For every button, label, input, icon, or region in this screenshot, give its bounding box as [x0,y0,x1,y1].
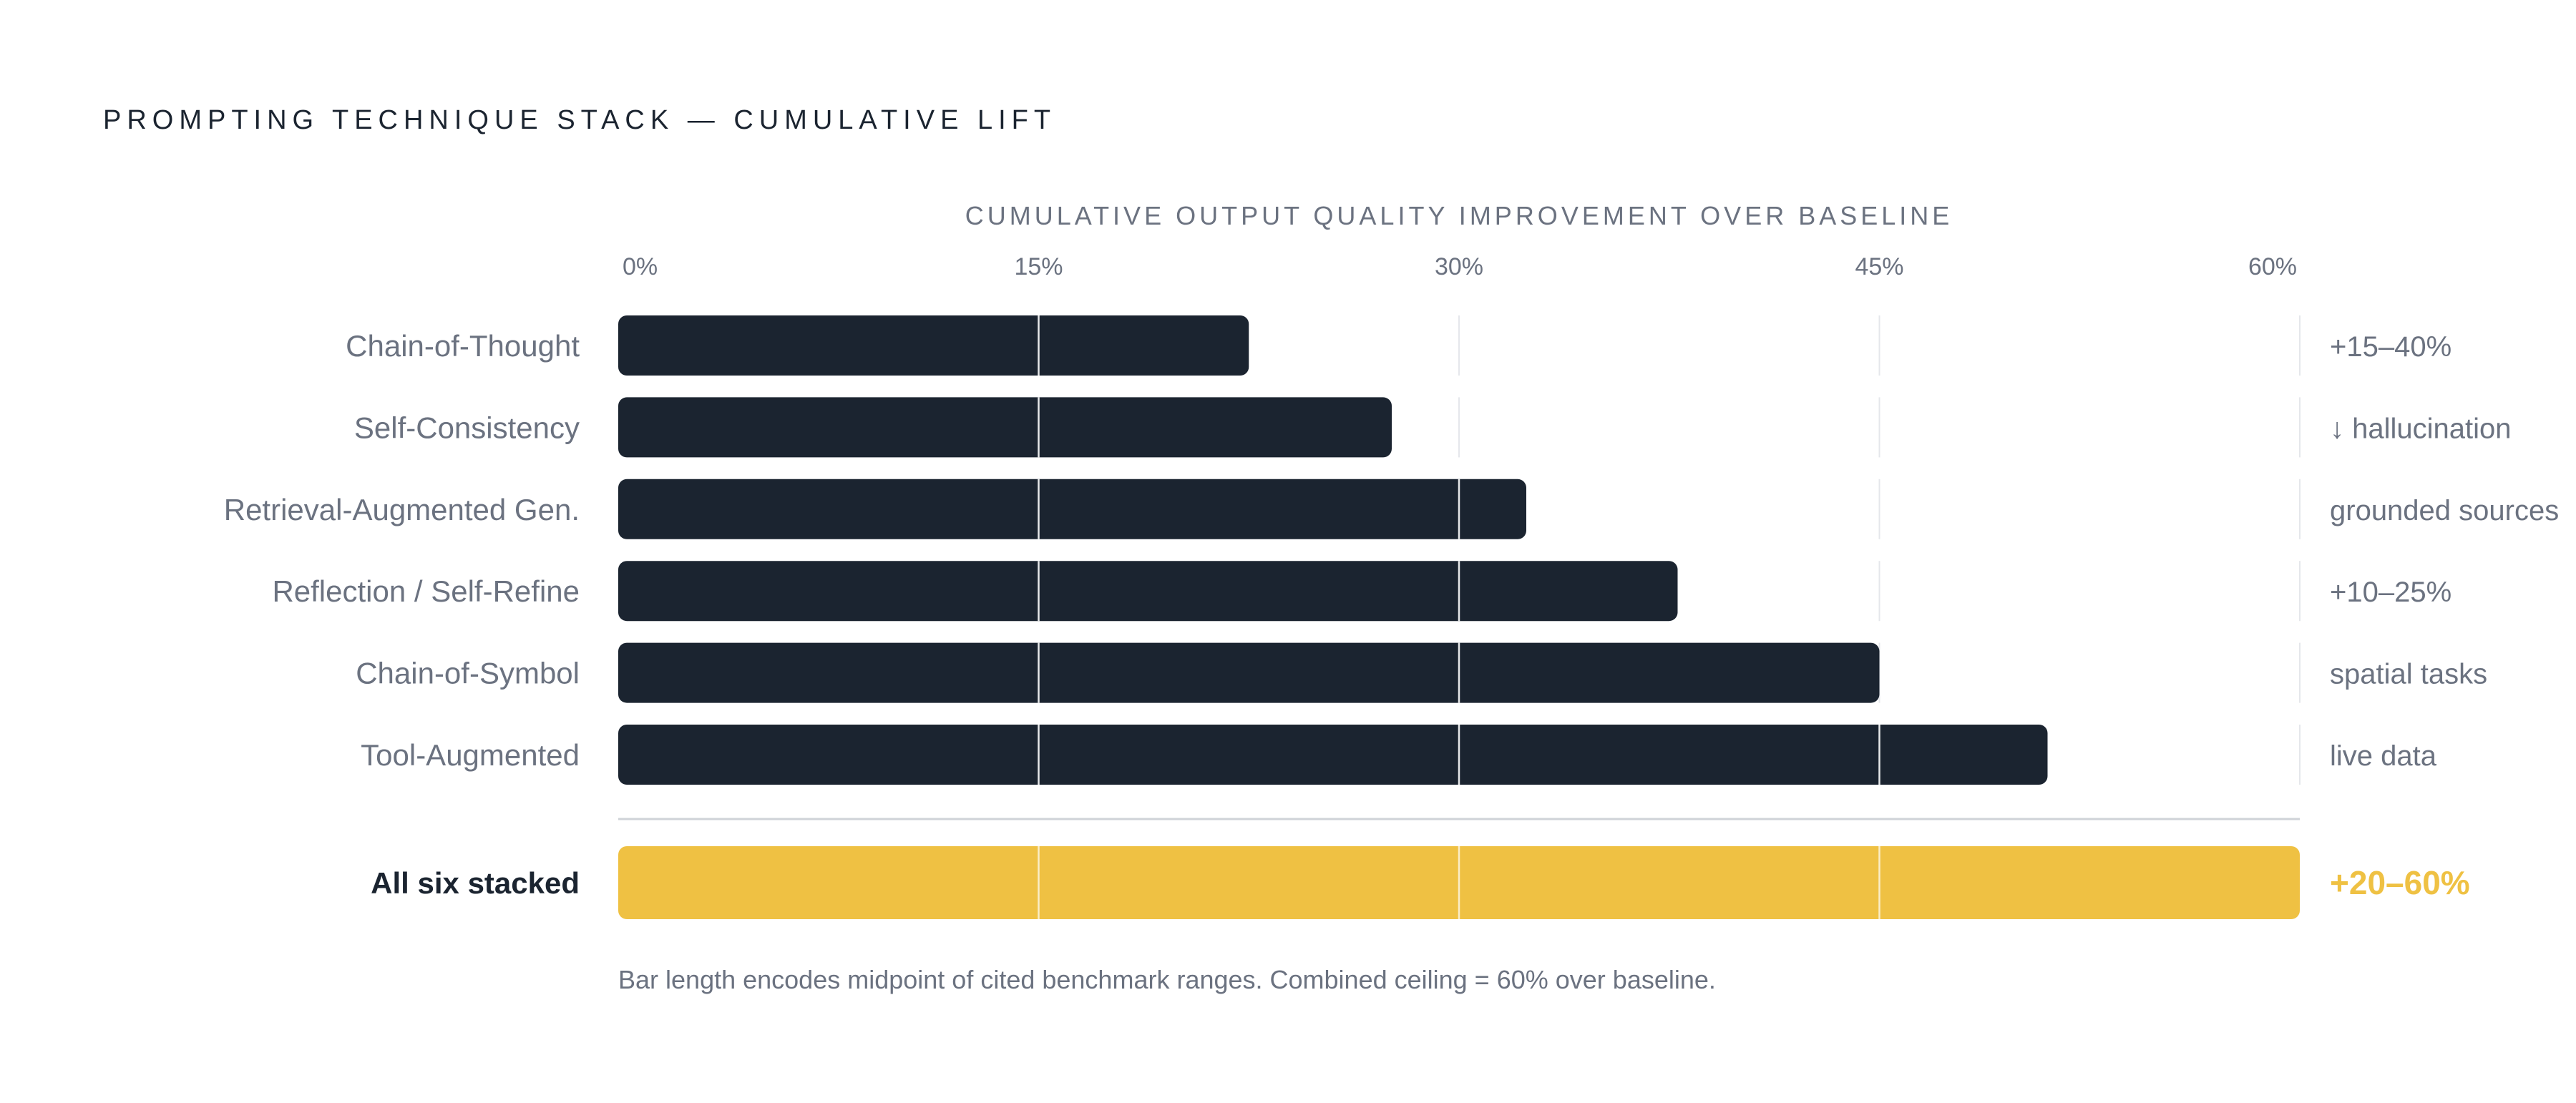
annotation-label: live data [2330,740,2437,772]
x-tick-label: 45% [1855,253,1903,280]
total-annotation: +20–60% [2330,864,2470,901]
category-label: Self-Consistency [354,411,580,444]
bar-1 [618,315,1249,376]
bar-2 [618,397,1392,458]
labels: CUMULATIVE OUTPUT QUALITY IMPROVEMENT OV… [224,201,2559,994]
footnote: Bar length encodes midpoint of cited ben… [618,965,1716,994]
x-tick-label: 0% [623,253,658,280]
bar-5 [618,642,1880,703]
annotation-label: +10–25% [2330,577,2451,608]
annotation-label: ↓ hallucination [2330,413,2512,444]
annotation-label: spatial tasks [2330,659,2487,690]
category-label: Reflection / Self-Refine [272,574,580,608]
bar-4 [618,561,1678,622]
bar-3 [618,479,1526,539]
total-label: All six stacked [371,866,580,900]
category-label: Chain-of-Thought [346,329,580,363]
x-tick-label: 60% [2248,253,2297,280]
bar-6 [618,725,2048,785]
category-label: Retrieval-Augmented Gen. [224,493,580,526]
bar-dividers [1038,315,1880,919]
annotation-label: +15–40% [2330,331,2451,363]
category-label: Tool-Augmented [361,738,580,772]
x-tick-label: 30% [1435,253,1483,280]
category-label: Chain-of-Symbol [356,657,580,690]
page-title: PROMPTING TECHNIQUE STACK — CUMULATIVE L… [103,105,1057,135]
x-axis-title: CUMULATIVE OUTPUT QUALITY IMPROVEMENT OV… [965,201,1953,230]
x-tick-label: 15% [1014,253,1063,280]
annotation-label: grounded sources [2330,495,2559,526]
